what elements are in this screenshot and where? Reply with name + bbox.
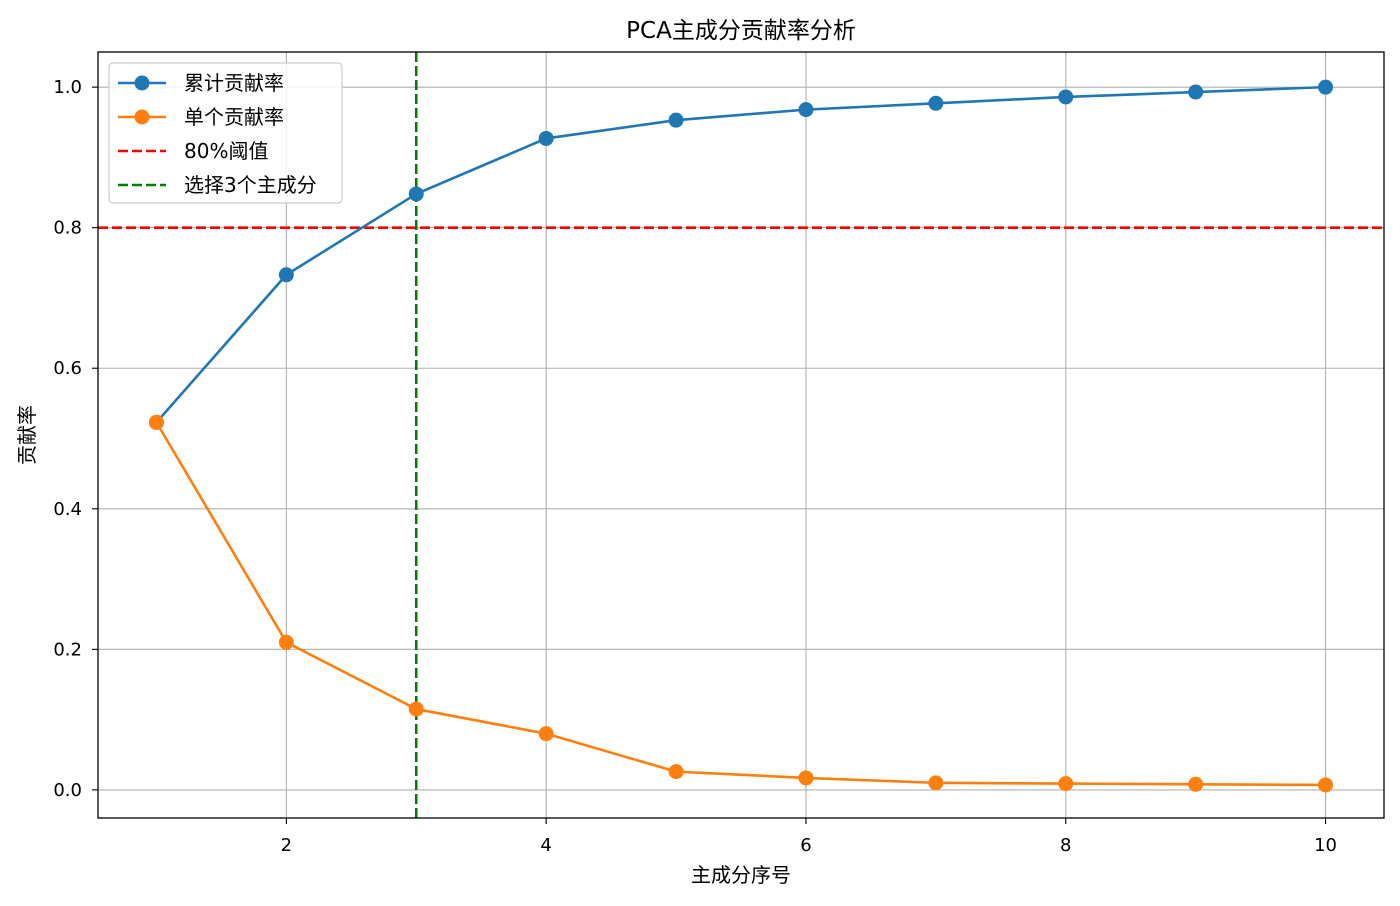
x-tick-label: 10 [1314, 835, 1337, 856]
series-2-point [1318, 777, 1334, 793]
y-tick-label: 0.2 [53, 639, 82, 660]
x-tick-label: 2 [281, 835, 292, 856]
series-1-point [538, 130, 554, 146]
series-2-point [928, 775, 944, 791]
legend-swatch-marker [134, 109, 150, 125]
y-tick-label: 0.4 [53, 499, 82, 520]
legend-swatch-marker [134, 75, 150, 91]
legend-label: 选择3个主成分 [184, 173, 317, 197]
legend-label: 累计贡献率 [184, 71, 284, 95]
series-1-point [1318, 79, 1334, 95]
reference-lines [98, 52, 1384, 818]
series-2-point [1188, 776, 1204, 792]
series-1-point [278, 267, 294, 283]
series-1-point [928, 95, 944, 111]
legend-label: 80%阈值 [184, 139, 268, 163]
y-tick-label: 0.6 [53, 358, 82, 379]
legend-box [108, 62, 343, 204]
series-1-point [1188, 84, 1204, 100]
series-2-point [798, 770, 814, 786]
y-tick-label: 0.8 [53, 218, 82, 239]
y-axis-label: 贡献率 [15, 405, 39, 465]
x-tick-label: 4 [540, 835, 551, 856]
series-2-point [148, 414, 164, 430]
series-1-point [1058, 89, 1074, 105]
y-tick-label: 0.0 [53, 780, 82, 801]
x-tick-label: 6 [800, 835, 811, 856]
series-2-point [668, 764, 684, 780]
series-2-point [278, 634, 294, 650]
x-tick-label: 8 [1060, 835, 1071, 856]
chart-title: PCA主成分贡献率分析 [626, 18, 856, 44]
tick-layer: 2 4 6 8 10 0.0 0.2 0.4 0.6 0.8 1.0 [53, 77, 1337, 856]
series-1-point [668, 112, 684, 128]
series-1-point [798, 102, 814, 118]
series-layer [148, 79, 1334, 793]
legend-label: 单个贡献率 [184, 105, 284, 129]
series-1-point [408, 186, 424, 202]
series-2-point [408, 701, 424, 717]
series-2-point [538, 726, 554, 742]
y-tick-label: 1.0 [53, 77, 82, 98]
series-2-point [1058, 776, 1074, 792]
series-line-2 [155, 421, 1326, 787]
x-axis-label: 主成分序号 [691, 863, 791, 887]
series-line-1 [155, 85, 1326, 424]
plot-frame [97, 51, 1385, 819]
